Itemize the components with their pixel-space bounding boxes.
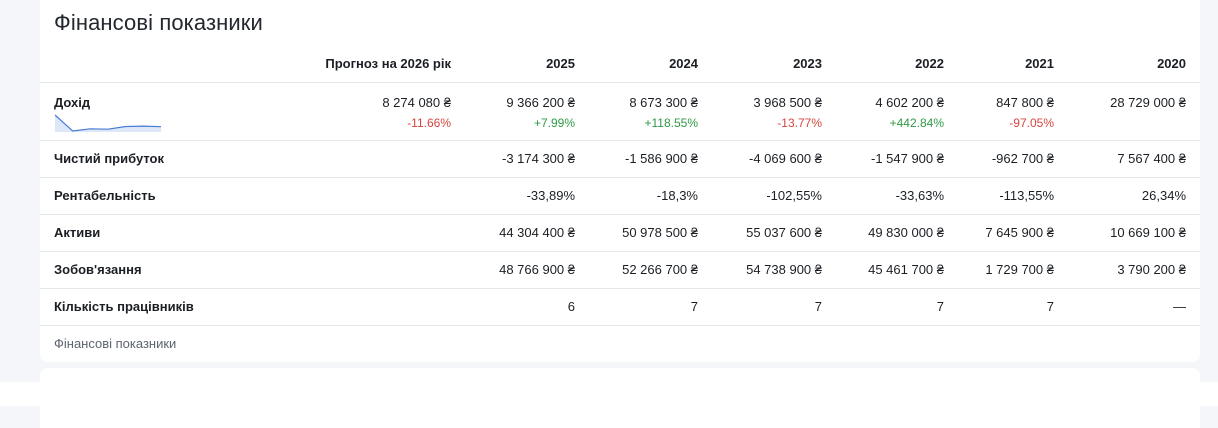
table-cell: 7 bbox=[712, 288, 836, 326]
table-cell: -3 174 300 ₴ bbox=[465, 140, 589, 178]
table-cell: 1 729 700 ₴ bbox=[958, 251, 1068, 289]
table-cell: 52 266 700 ₴ bbox=[589, 251, 712, 289]
delta-badge: -13.77% bbox=[777, 115, 822, 130]
table-cell: 3 968 500 ₴ -13.77% bbox=[712, 82, 836, 141]
table-cell: 54 738 900 ₴ bbox=[712, 251, 836, 289]
row-label: Зобов'язання bbox=[40, 251, 220, 289]
delta-badge: +7.99% bbox=[533, 115, 575, 130]
table-caption-row: Фінансові показники bbox=[40, 325, 1200, 361]
row-label: Рентабельність bbox=[40, 177, 220, 215]
financials-card: Фінансові показники Прогноз на 2026 рік … bbox=[40, 0, 1200, 362]
table-cell: 28 729 000 ₴ bbox=[1068, 82, 1200, 141]
table-cell: 50 978 500 ₴ bbox=[589, 214, 712, 252]
table-cell: 44 304 400 ₴ bbox=[465, 214, 589, 252]
table-cell bbox=[220, 214, 465, 252]
table-cell: 8 673 300 ₴ +118.55% bbox=[589, 82, 712, 141]
table-cell: 8 274 080 ₴ -11.66% bbox=[220, 82, 465, 141]
row-label: Кількість працівників bbox=[40, 288, 220, 326]
row-label-text: Дохід bbox=[54, 94, 91, 110]
section-title: Фінансові показники bbox=[54, 10, 263, 35]
table-cell: 847 800 ₴ -97.05% bbox=[958, 82, 1068, 141]
delta-badge: +118.55% bbox=[644, 115, 699, 130]
table-cell bbox=[220, 177, 465, 215]
header-cell-2023: 2023 bbox=[712, 46, 836, 83]
table-cell: 7 bbox=[836, 288, 958, 326]
table-cell: 26,34% bbox=[1068, 177, 1200, 215]
header-cell-forecast: Прогноз на 2026 рік bbox=[220, 46, 465, 83]
table-cell: -33,89% bbox=[465, 177, 589, 215]
table-cell: -18,3% bbox=[589, 177, 712, 215]
page-gutter bbox=[0, 0, 34, 382]
table-cell: 7 bbox=[589, 288, 712, 326]
header-cell-2022: 2022 bbox=[836, 46, 958, 83]
table-cell: 45 461 700 ₴ bbox=[836, 251, 958, 289]
table-cell: 9 366 200 ₴ +7.99% bbox=[465, 82, 589, 141]
row-label: Активи bbox=[40, 214, 220, 252]
table-cell bbox=[220, 251, 465, 289]
table-cell: 7 567 400 ₴ bbox=[1068, 140, 1200, 178]
sparkline-area bbox=[55, 114, 161, 132]
table-cell: 4 602 200 ₴ +442.84% bbox=[836, 82, 958, 141]
header-cell-2020: 2020 bbox=[1068, 46, 1200, 83]
table-cell bbox=[220, 288, 465, 326]
table-cell: -4 069 600 ₴ bbox=[712, 140, 836, 178]
row-label: Дохід bbox=[40, 82, 220, 141]
next-card bbox=[40, 368, 1200, 428]
table-cell: -102,55% bbox=[712, 177, 836, 215]
row-label: Чистий прибуток bbox=[40, 140, 220, 178]
table-cell: 48 766 900 ₴ bbox=[465, 251, 589, 289]
table-row-revenue: Дохід 8 274 080 ₴ -11.66% 9 366 200 ₴ +7.9… bbox=[40, 82, 1200, 141]
delta-badge: +442.84% bbox=[889, 115, 944, 130]
sparkline-line bbox=[54, 114, 162, 132]
table-cell: 6 bbox=[465, 288, 589, 326]
table-cell: 3 790 200 ₴ bbox=[1068, 251, 1200, 289]
table-row-liabilities: Зобов'язання 48 766 900 ₴ 52 266 700 ₴ 5… bbox=[40, 251, 1200, 289]
header-cell-2021: 2021 bbox=[958, 46, 1068, 83]
revenue-sparkline bbox=[54, 114, 162, 132]
table-cell bbox=[220, 140, 465, 178]
table-caption: Фінансові показники bbox=[54, 335, 177, 351]
table-cell: -1 586 900 ₴ bbox=[589, 140, 712, 178]
header-cell-2025: 2025 bbox=[465, 46, 589, 83]
header-cell-2024: 2024 bbox=[589, 46, 712, 83]
table-cell: 49 830 000 ₴ bbox=[836, 214, 958, 252]
table-row-employees: Кількість працівників 6 7 7 7 7 — bbox=[40, 288, 1200, 326]
delta-badge: -97.05% bbox=[1009, 115, 1054, 130]
table-cell: 7 bbox=[958, 288, 1068, 326]
header-cell-label bbox=[40, 46, 220, 83]
table-cell: -113,55% bbox=[958, 177, 1068, 215]
table-cell: -962 700 ₴ bbox=[958, 140, 1068, 178]
table-row-net-profit: Чистий прибуток -3 174 300 ₴ -1 586 900 … bbox=[40, 140, 1200, 178]
table-cell: — bbox=[1068, 288, 1200, 326]
table-cell: 55 037 600 ₴ bbox=[712, 214, 836, 252]
delta-badge: -11.66% bbox=[407, 115, 451, 130]
table-header-row: Прогноз на 2026 рік 2025 2024 2023 2022 … bbox=[40, 46, 1200, 83]
table-cell: 10 669 100 ₴ bbox=[1068, 214, 1200, 252]
table-cell: -33,63% bbox=[836, 177, 958, 215]
table-row-profitability: Рентабельність -33,89% -18,3% -102,55% -… bbox=[40, 177, 1200, 215]
table-row-assets: Активи 44 304 400 ₴ 50 978 500 ₴ 55 037 … bbox=[40, 214, 1200, 252]
financials-table: Прогноз на 2026 рік 2025 2024 2023 2022 … bbox=[40, 46, 1200, 361]
table-cell: 7 645 900 ₴ bbox=[958, 214, 1068, 252]
table-cell: -1 547 900 ₴ bbox=[836, 140, 958, 178]
